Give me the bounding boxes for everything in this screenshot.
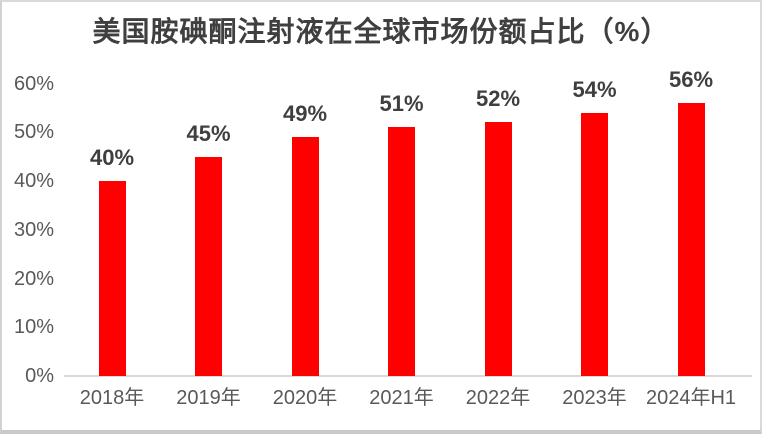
bar — [677, 103, 705, 376]
y-tick-label: 60% — [13, 72, 54, 95]
y-tick-label: 40% — [13, 170, 54, 192]
y-tick-label: 10% — [13, 316, 54, 339]
bar-value-label: 45% — [186, 121, 231, 146]
x-tick-label: 2023年 — [562, 387, 627, 409]
chart-title: 美国胺碘酮注射液在全球市场份额占比（%） — [92, 16, 670, 47]
x-tick-label: 2018年 — [79, 387, 145, 409]
bar-value-label: 56% — [668, 67, 714, 92]
x-tick-label: 2020年 — [272, 387, 338, 409]
bar-value-label: 54% — [572, 77, 617, 102]
x-tick-label: 2022年 — [465, 387, 531, 409]
bar-value-label: 52% — [475, 86, 521, 111]
bar-value-label: 40% — [89, 145, 135, 170]
bar-value-label: 51% — [379, 91, 424, 116]
bar-value-label: 49% — [282, 101, 328, 126]
bar — [388, 127, 415, 376]
y-tick-label: 20% — [13, 267, 54, 290]
y-tick-label: 30% — [13, 218, 54, 241]
y-tick-label: 50% — [13, 121, 54, 144]
x-tick-label: 2019年 — [176, 387, 241, 409]
bar — [291, 137, 319, 376]
x-tick-label: 2024年H1 — [645, 387, 737, 409]
y-tick-label: 0% — [25, 365, 54, 387]
x-tick-label: 2021年 — [369, 387, 434, 409]
bar — [581, 113, 608, 376]
bar — [195, 157, 222, 376]
bar — [484, 122, 512, 376]
bar — [98, 181, 126, 376]
x-axis-line — [64, 375, 752, 377]
